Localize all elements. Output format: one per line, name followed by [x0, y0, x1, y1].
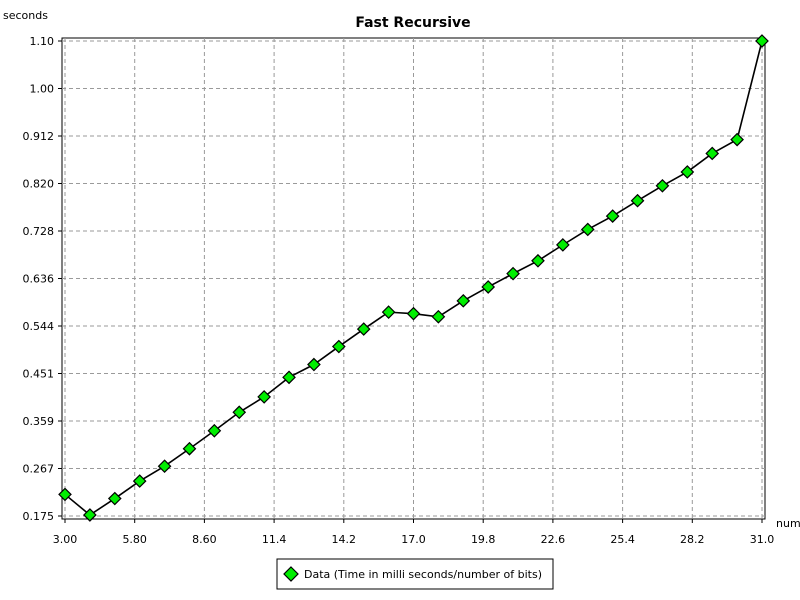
data-point-diamond — [232, 405, 247, 420]
x-tick-label: 31.0 — [750, 533, 775, 546]
x-tick-label: 11.4 — [262, 533, 287, 546]
axis-ticks: 3.00 5.80 8.60 11.4 14.2 17.0 19.8 22.6 25.4 28.2… — [23, 35, 775, 546]
legend-label: Data (Time in milli seconds/number of bi… — [304, 568, 542, 581]
data-point-diamond — [605, 209, 620, 223]
data-point-diamond — [730, 132, 744, 147]
data-point-diamond — [132, 474, 147, 488]
y-tick-label: 0.267 — [23, 463, 55, 476]
data-point-diamond — [356, 322, 371, 336]
x-tick-label: 3.00 — [53, 533, 78, 546]
x-tick-label: 28.2 — [680, 533, 705, 546]
data-point-diamond — [630, 193, 645, 208]
data-point-diamond — [157, 459, 172, 474]
legend: Data (Time in milli seconds/number of bi… — [276, 558, 554, 590]
x-tick-label: 5.80 — [122, 533, 147, 546]
y-tick-label: 1.00 — [30, 83, 55, 96]
x-tick-label: 8.60 — [192, 533, 217, 546]
legend-marker — [283, 566, 299, 582]
data-point-diamond — [556, 238, 570, 252]
y-tick-label: 0.912 — [23, 130, 55, 143]
data-point-diamond — [83, 508, 97, 522]
y-tick-label: 0.544 — [23, 320, 55, 333]
data-point-diamond — [257, 390, 271, 404]
data-point-diamond — [755, 34, 769, 48]
data-point-diamond — [506, 266, 520, 281]
y-tick-label: 0.728 — [23, 225, 55, 238]
data-point-diamond — [456, 293, 471, 308]
data-point-diamond — [207, 423, 222, 438]
data-point-diamond — [406, 306, 421, 321]
grid-lines — [62, 38, 765, 519]
chart-title: Fast Recursive — [355, 15, 470, 31]
data-point-diamond — [331, 339, 346, 354]
data-point-diamond — [107, 491, 122, 506]
data-point-diamond — [58, 487, 72, 502]
data-point-diamond — [282, 370, 296, 385]
data-point-diamond — [431, 309, 446, 324]
data-point-diamond — [381, 305, 396, 319]
x-tick-label: 14.2 — [332, 533, 357, 546]
x-tick-label: 19.8 — [471, 533, 496, 546]
data-point-diamond — [531, 253, 545, 268]
y-tick-label: 0.175 — [23, 510, 55, 523]
data-point-diamond — [680, 165, 695, 179]
data-point-diamond — [182, 441, 197, 456]
y-tick-label: 0.636 — [23, 273, 55, 286]
x-tick-label: 22.6 — [541, 533, 566, 546]
data-series — [58, 34, 769, 522]
y-tick-label: 1.10 — [30, 35, 55, 48]
y-tick-label: 0.359 — [23, 415, 55, 428]
x-tick-label: 17.0 — [401, 533, 426, 546]
legend-box — [276, 558, 554, 590]
data-point-diamond — [307, 357, 321, 372]
data-point-diamond — [705, 146, 720, 161]
x-tick-label: 25.4 — [610, 533, 635, 546]
y-tick-label: 0.820 — [23, 178, 55, 191]
data-point-diamond — [481, 280, 496, 294]
data-point-diamond — [580, 222, 595, 237]
y-tick-label: 0.451 — [23, 368, 55, 381]
data-point-diamond — [655, 178, 670, 193]
y-axis-label: seconds — [3, 9, 48, 22]
x-axis-label: num — [776, 517, 800, 530]
